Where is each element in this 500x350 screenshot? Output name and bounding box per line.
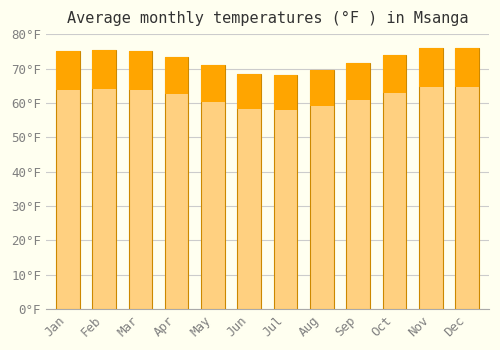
Bar [456, 48, 479, 309]
Bar [456, 48, 479, 87]
Bar [238, 74, 261, 309]
Bar [346, 63, 370, 309]
Bar [56, 51, 80, 309]
Bar [92, 50, 116, 89]
Bar [346, 63, 370, 100]
Bar [310, 70, 334, 309]
Bar [128, 51, 152, 90]
Bar [201, 65, 225, 309]
Bar [274, 76, 297, 111]
Bar [274, 76, 297, 309]
Bar [310, 70, 334, 106]
Bar [128, 51, 152, 309]
Bar [56, 51, 80, 90]
Bar [382, 55, 406, 309]
Bar [92, 50, 116, 309]
Bar [382, 55, 406, 93]
Bar [201, 65, 225, 102]
Title: Average monthly temperatures (°F ) in Msanga: Average monthly temperatures (°F ) in Ms… [66, 11, 468, 26]
Bar [238, 74, 261, 109]
Bar [165, 57, 188, 309]
Bar [165, 57, 188, 94]
Bar [419, 48, 442, 309]
Bar [419, 48, 442, 87]
